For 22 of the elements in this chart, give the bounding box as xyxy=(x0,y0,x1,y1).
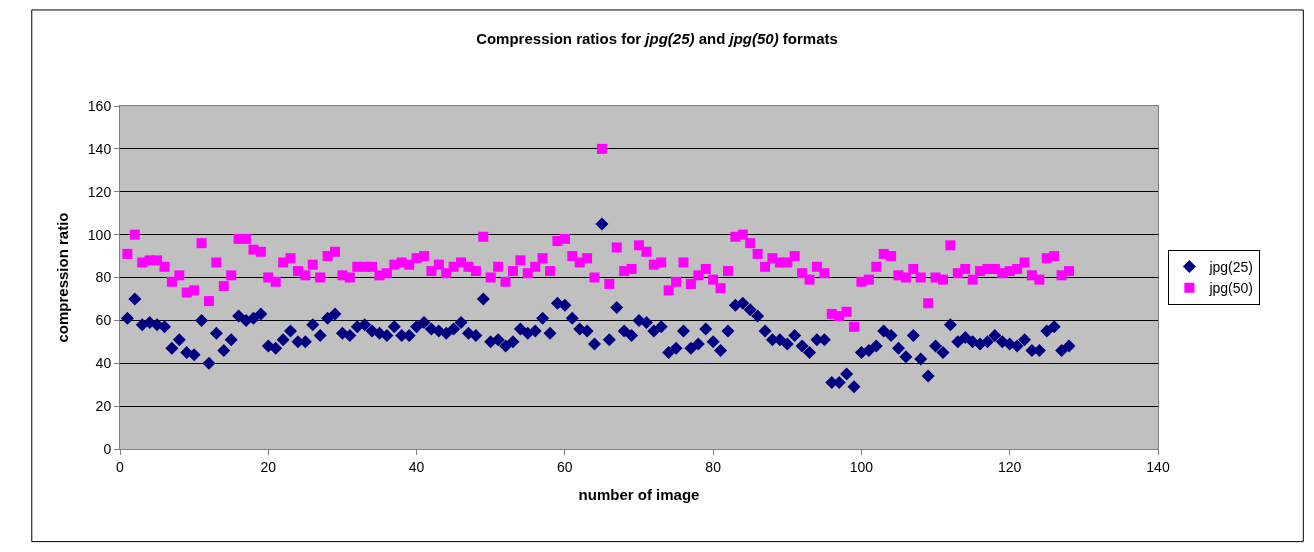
x-tick-label: 140 xyxy=(1146,458,1170,475)
legend-label: jpg(50) xyxy=(1208,280,1253,297)
legend-label: jpg(25) xyxy=(1208,259,1253,276)
x-tick-label: 20 xyxy=(260,458,277,475)
x-axis-title: number of image xyxy=(578,485,700,503)
y-tick-label: 40 xyxy=(95,355,112,372)
chart-title: Compression ratios for jpg(25) and jpg(50) formats xyxy=(476,29,838,47)
y-tick-label: 60 xyxy=(95,312,112,329)
x-tick-label: 80 xyxy=(705,458,722,475)
y-tick-label: 160 xyxy=(87,97,112,114)
x-tick-label: 0 xyxy=(116,458,125,475)
y-tick-label: 140 xyxy=(87,140,112,157)
x-tick-label: 100 xyxy=(849,458,874,475)
y-tick-label: 0 xyxy=(103,440,112,457)
x-tick-label: 60 xyxy=(557,458,573,475)
y-tick-label: 120 xyxy=(87,183,112,200)
x-tick-label: 120 xyxy=(998,458,1022,475)
y-axis-title: compression ratio xyxy=(54,212,72,343)
y-tick-label: 100 xyxy=(87,226,112,243)
y-tick-label: 20 xyxy=(95,398,112,415)
y-tick-label: 80 xyxy=(95,269,112,286)
x-tick-label: 40 xyxy=(408,458,425,475)
